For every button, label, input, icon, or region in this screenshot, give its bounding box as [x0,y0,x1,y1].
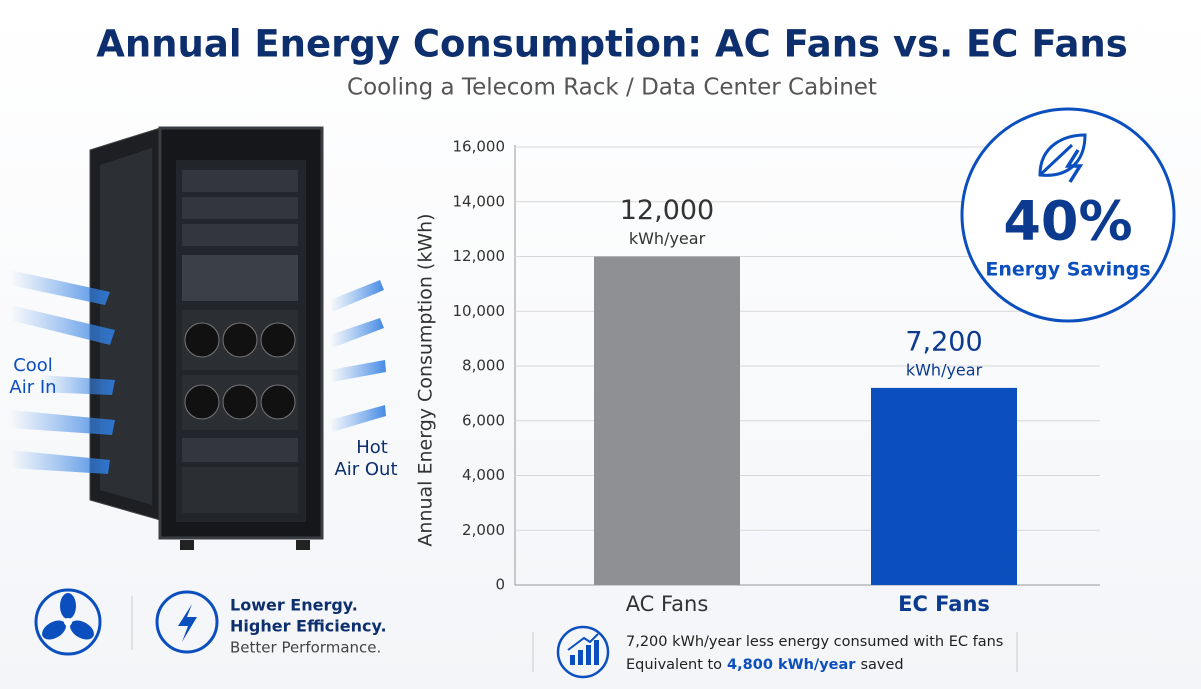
badge-value: 40% [1003,190,1132,253]
note-suffix: saved [860,657,903,673]
cool-air-label: Air In [9,377,56,398]
value-sublabel: kWh/year [629,229,706,248]
hot-air-label: Hot [356,437,388,458]
y-tick-label: 12,000 [453,247,506,265]
benefit-text: Lower Energy. [230,596,358,615]
note-text: 7,200 kWh/year less energy consumed with… [626,634,1003,650]
badge-label: Energy Savings [985,259,1150,281]
benefit-text: Higher Efficiency. [230,617,387,636]
benefit-text: Better Performance. [230,639,381,657]
x-tick-label: AC Fans [626,592,709,616]
chart-icon [567,633,599,665]
x-tick-label: EC Fans [898,592,990,616]
y-tick-label: 16,000 [453,138,506,156]
y-tick-label: 0 [495,576,505,594]
hot-air-label: Air Out [334,459,397,480]
bolt-icon-circle [155,590,219,654]
badge-circle [960,107,1176,323]
note-text: Equivalent to 4,800 kWh/year saved [626,657,904,673]
note-prefix: Equivalent to [626,657,722,673]
chart-icon-circle [556,625,610,679]
y-tick-label: 6,000 [462,411,505,429]
note-highlight: 4,800 kWh/year [727,657,856,673]
fan-blades [42,593,94,640]
fan-icon [34,588,102,656]
y-tick-label: 2,000 [462,521,505,539]
bar [871,387,1017,585]
y-tick-label: 4,000 [462,466,505,484]
value-label: 7,200 [905,326,982,357]
y-tick-label: 10,000 [453,302,506,320]
subtitle: Cooling a Telecom Rack / Data Center Cab… [347,75,877,101]
y-tick-label: 8,000 [462,357,505,375]
cool-air-label: Cool [13,355,53,376]
rack-illustration [10,126,386,550]
value-sublabel: kWh/year [906,360,983,379]
value-label: 12,000 [620,195,714,226]
bar [594,256,740,585]
title: Annual Energy Consumption: AC Fans vs. E… [96,23,1128,66]
leaf-icon [1038,133,1087,183]
bolt-icon [178,604,197,642]
y-axis-title: Annual Energy Consumption (kWh) [415,213,437,546]
y-tick-label: 14,000 [453,192,506,210]
